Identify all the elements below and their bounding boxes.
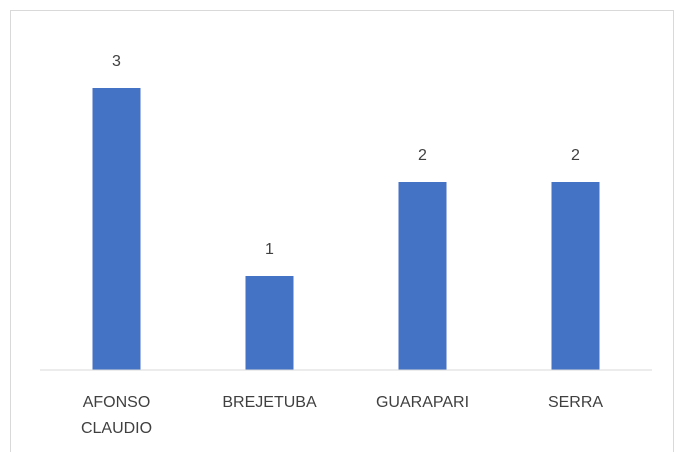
x-tick-label: SERRA — [547, 394, 604, 411]
x-tick-label: BREJETUBA — [222, 394, 317, 411]
data-label: 2 — [571, 147, 580, 164]
data-label: 3 — [112, 53, 121, 70]
bar — [551, 182, 600, 370]
x-tick-label: AFONSO CLAUDIO — [80, 394, 153, 437]
bar — [245, 276, 294, 370]
bar — [398, 182, 447, 370]
bar — [92, 88, 141, 370]
data-label: 2 — [418, 147, 427, 164]
chart-frame — [10, 10, 674, 452]
x-tick-label: GUARAPARI — [375, 394, 470, 411]
data-label: 1 — [265, 241, 274, 258]
